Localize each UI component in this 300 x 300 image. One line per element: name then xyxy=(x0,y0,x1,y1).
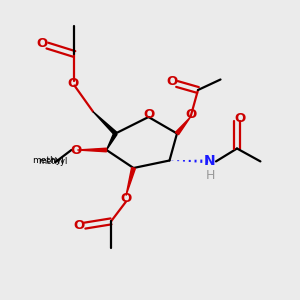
Text: O: O xyxy=(74,219,85,232)
Text: O: O xyxy=(185,108,196,121)
Polygon shape xyxy=(176,117,190,135)
Text: H: H xyxy=(205,169,215,182)
Text: O: O xyxy=(70,143,81,157)
Text: O: O xyxy=(67,77,79,90)
Text: O: O xyxy=(36,37,48,50)
Text: O: O xyxy=(120,191,132,205)
Text: N: N xyxy=(204,154,216,168)
Text: O: O xyxy=(234,112,246,125)
Polygon shape xyxy=(126,167,135,196)
Polygon shape xyxy=(106,133,117,150)
Text: O: O xyxy=(166,75,177,88)
Polygon shape xyxy=(77,148,106,152)
Text: O: O xyxy=(143,108,155,121)
Text: methyl: methyl xyxy=(32,156,64,165)
Polygon shape xyxy=(93,112,117,135)
Text: methyl: methyl xyxy=(38,158,67,166)
